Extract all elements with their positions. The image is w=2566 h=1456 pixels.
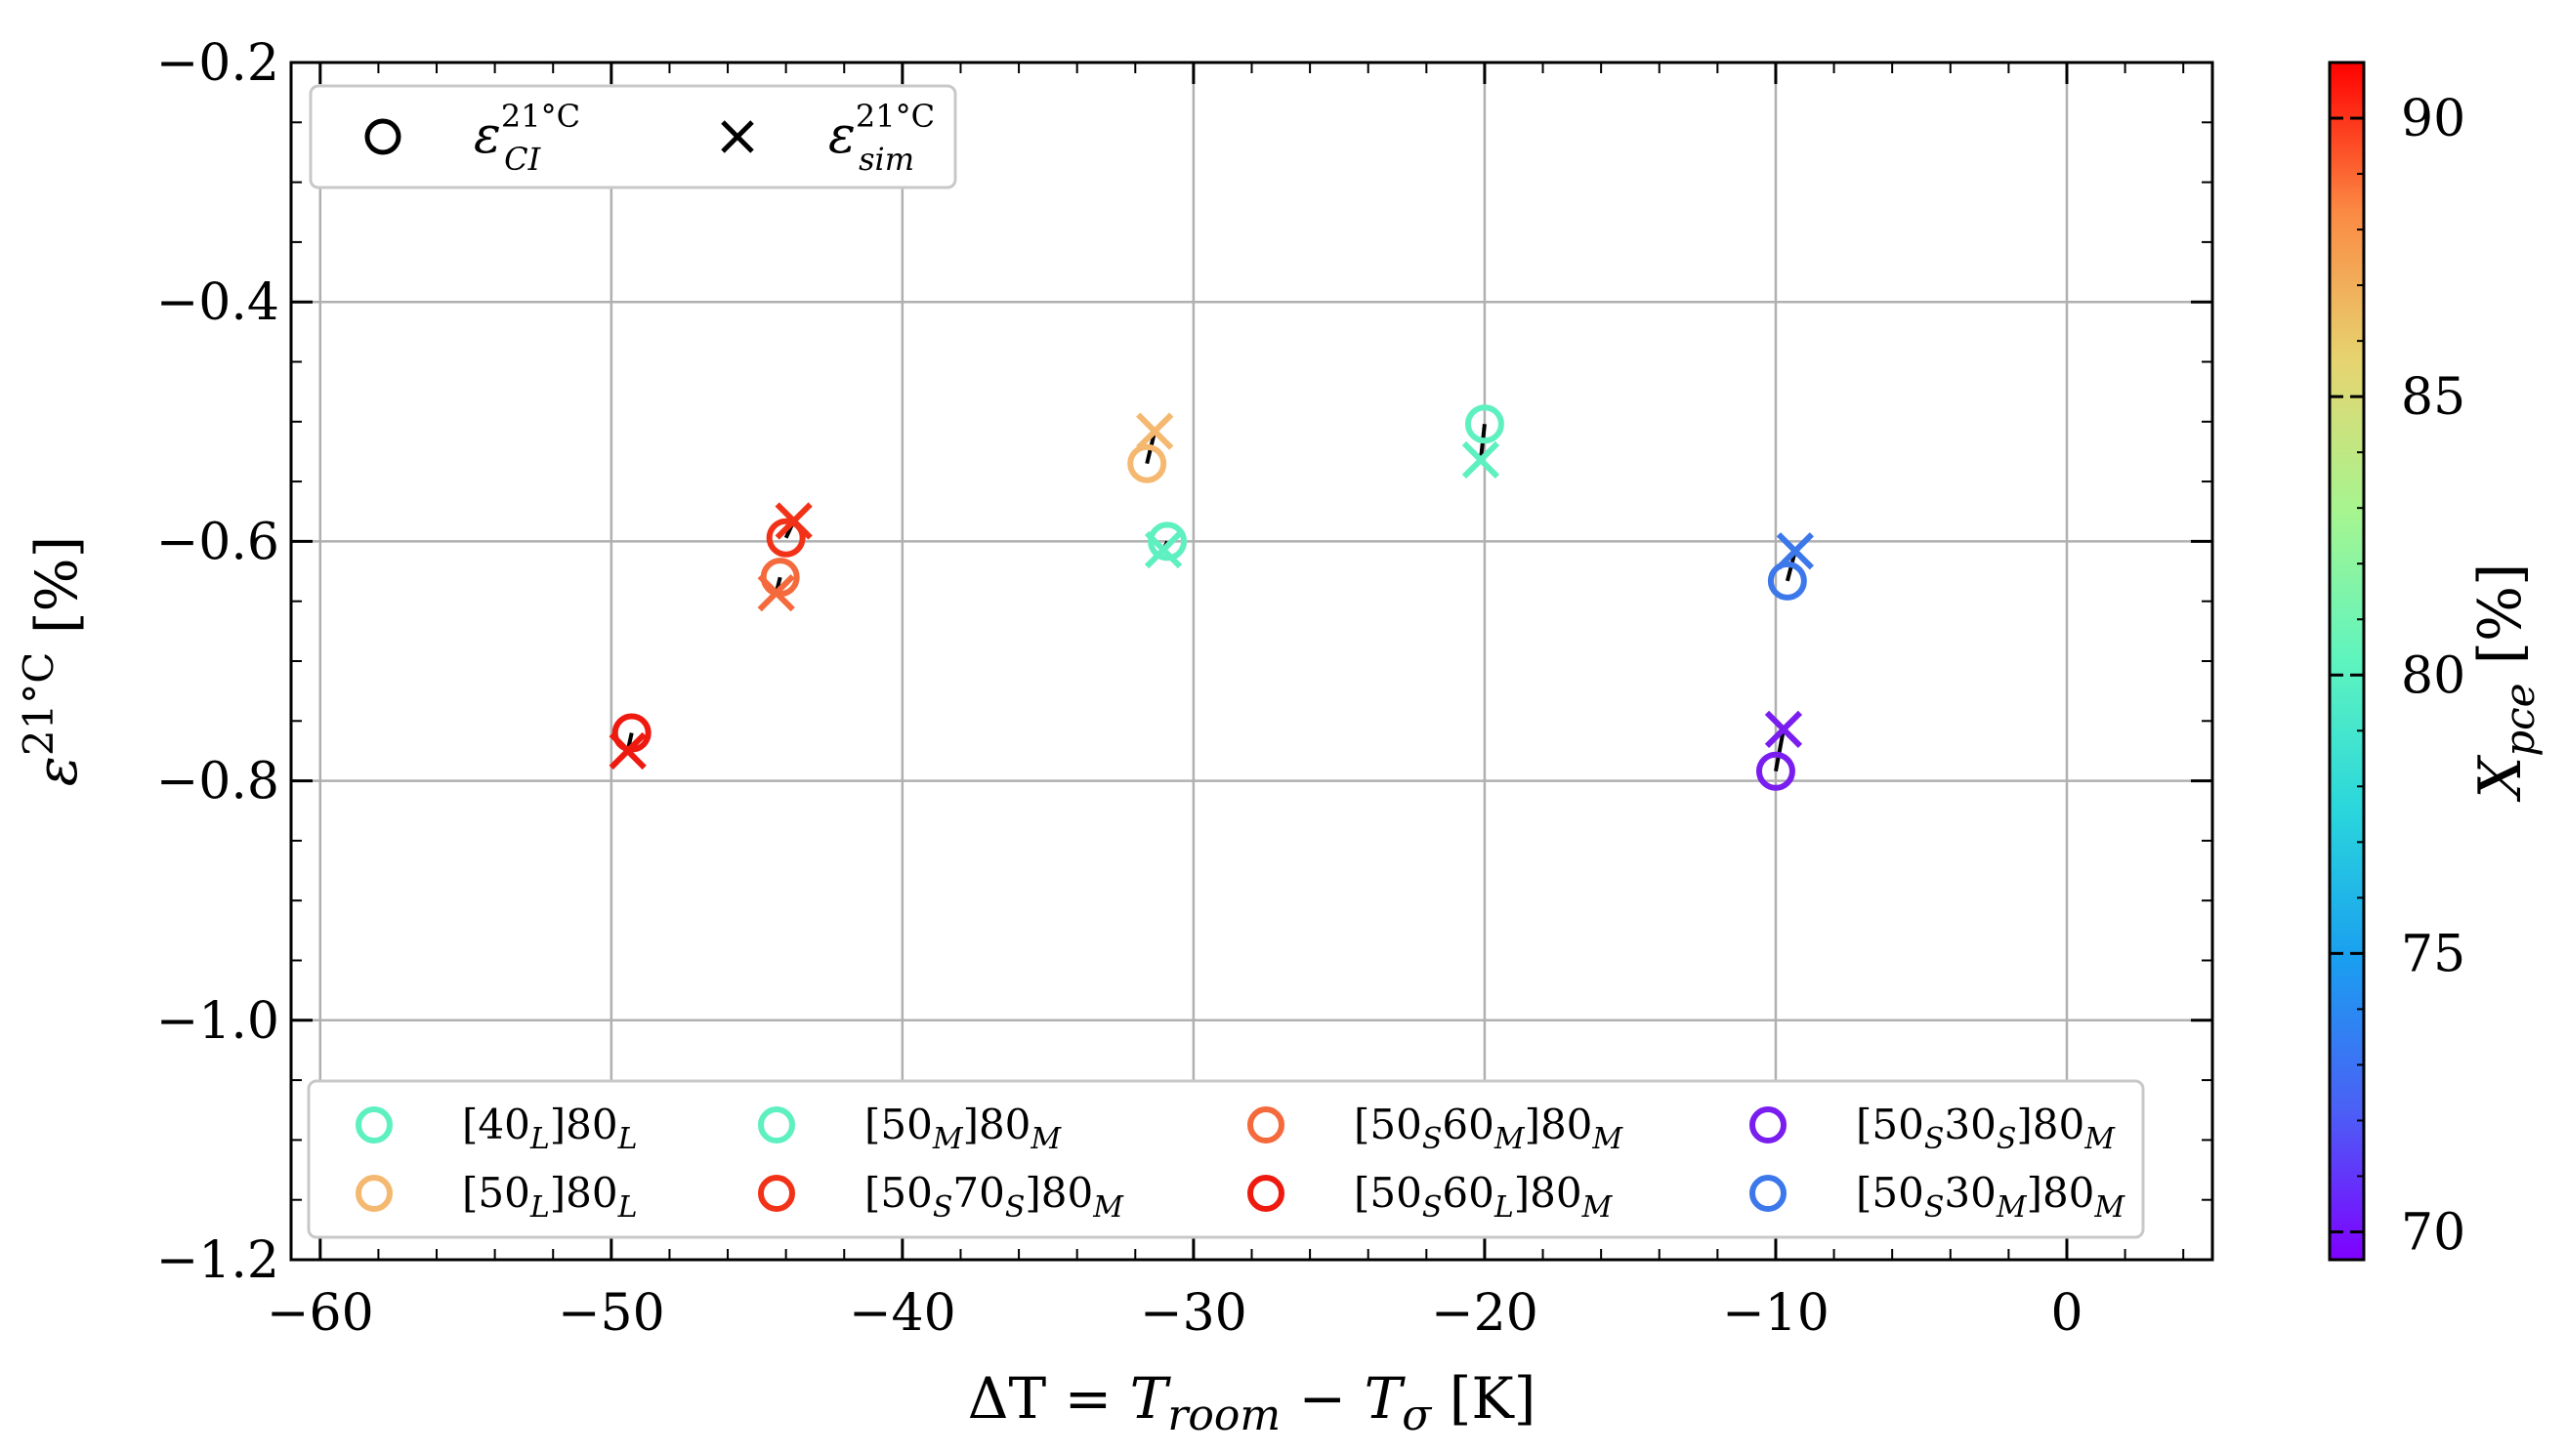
marker-legend: ε21°C CI ε21°C sim: [309, 84, 957, 189]
x-tick-label: −20: [1431, 1284, 1538, 1343]
ci-circle-marker: [1464, 404, 1504, 444]
x-tick-label: −60: [267, 1284, 374, 1343]
connectors: [625, 424, 1797, 772]
sim-cross-marker: [609, 731, 647, 770]
series-legend-label: [50S​30S​]80M​: [1856, 1101, 2116, 1156]
sim-cross-marker: [1461, 440, 1500, 479]
legend-ci-label: ε21°C CI: [474, 98, 580, 178]
sim-cross-marker: [1776, 532, 1814, 570]
colorbar-tick-label: 85: [2401, 368, 2465, 427]
colorbar-tick-label: 80: [2401, 646, 2465, 705]
colorbar-title: Xpce [%]: [2466, 563, 2544, 803]
sim-cross-marker: [1136, 412, 1174, 450]
series-legend: [40L​]80L​ [50L​]80L​ [50M​]80M​ [50S​70S​]…: [307, 1079, 2145, 1239]
series-legend-icon: [356, 1106, 393, 1144]
x-tick-label: −30: [1140, 1284, 1247, 1343]
series-legend-label: [50L​]80L​: [462, 1169, 638, 1225]
axis-ticks: [291, 61, 2212, 1262]
x-tick-label: −10: [1722, 1284, 1830, 1343]
y-tick-label: −0.2: [156, 34, 279, 93]
x-tick-label: −40: [849, 1284, 956, 1343]
y-axis-title: ε21°C [%]: [15, 536, 90, 787]
y-tick-label: −1.2: [156, 1231, 279, 1290]
series-legend-icon: [1749, 1106, 1787, 1144]
legend-cross-icon: [721, 120, 754, 153]
series-legend-icon: [356, 1175, 393, 1212]
sim-cross-marker: [775, 502, 813, 540]
colorbar: 70 75 80 85 90 Xpce [%]: [2328, 61, 2544, 1262]
ci-sim-connector: [1773, 728, 1786, 772]
tick-labels: −60 −50 −40 −30 −20 −10 0 −1.2 −1.0 −0.8 −0.6 −0.4 −…: [156, 34, 2083, 1343]
data-markers: [609, 404, 1814, 791]
axes-frame: [289, 61, 2214, 1262]
series-legend-label: [40L​]80L​: [462, 1101, 638, 1156]
colorbar-tick-label: 75: [2401, 925, 2465, 983]
series-legend-icon: [1247, 1106, 1284, 1144]
ci-circle-marker: [1148, 521, 1188, 562]
x-tick-label: −50: [558, 1284, 665, 1343]
sim-cross-marker: [757, 573, 795, 612]
y-tick-label: −0.8: [156, 753, 279, 811]
ci-circle-marker: [1755, 751, 1795, 791]
series-legend-label: [50S​70S​]80M​: [864, 1169, 1124, 1225]
legend-sim-label: ε21°C sim: [828, 98, 935, 178]
colorbar-tick-label: 90: [2401, 90, 2465, 148]
series-legend-label: [50S​60M​]80M​: [1354, 1101, 1623, 1156]
series-legend-label: [50M​]80M​: [864, 1101, 1062, 1156]
series-legend-icon: [758, 1175, 795, 1212]
series-legend-label: [50S​60L​]80M​: [1354, 1169, 1614, 1225]
y-tick-label: −1.0: [156, 992, 279, 1051]
series-legend-icon: [1749, 1175, 1787, 1212]
x-axis-title: ΔT = Troom − Tσ [K]: [968, 1365, 1536, 1440]
x-tick-label: 0: [2050, 1284, 2082, 1343]
series-legend-icon: [758, 1106, 795, 1144]
series-legend-icon: [1247, 1175, 1284, 1212]
legend-circle-icon: [364, 118, 401, 155]
colorbar-gradient: [2328, 61, 2366, 1262]
marker-legend-box: [309, 84, 957, 189]
ci-circle-marker: [1127, 443, 1167, 483]
y-tick-label: −0.6: [156, 513, 279, 571]
colorbar-tick-label: 70: [2401, 1203, 2465, 1262]
ci-circle-marker: [1767, 561, 1807, 601]
sim-cross-marker: [1764, 710, 1803, 749]
sim-cross-marker: [1144, 530, 1183, 569]
series-legend-label: [50S​30M​]80M​: [1856, 1169, 2125, 1225]
y-tick-label: −0.4: [156, 273, 279, 332]
series-legend-box: [307, 1079, 2145, 1239]
ci-circle-marker: [766, 518, 806, 558]
